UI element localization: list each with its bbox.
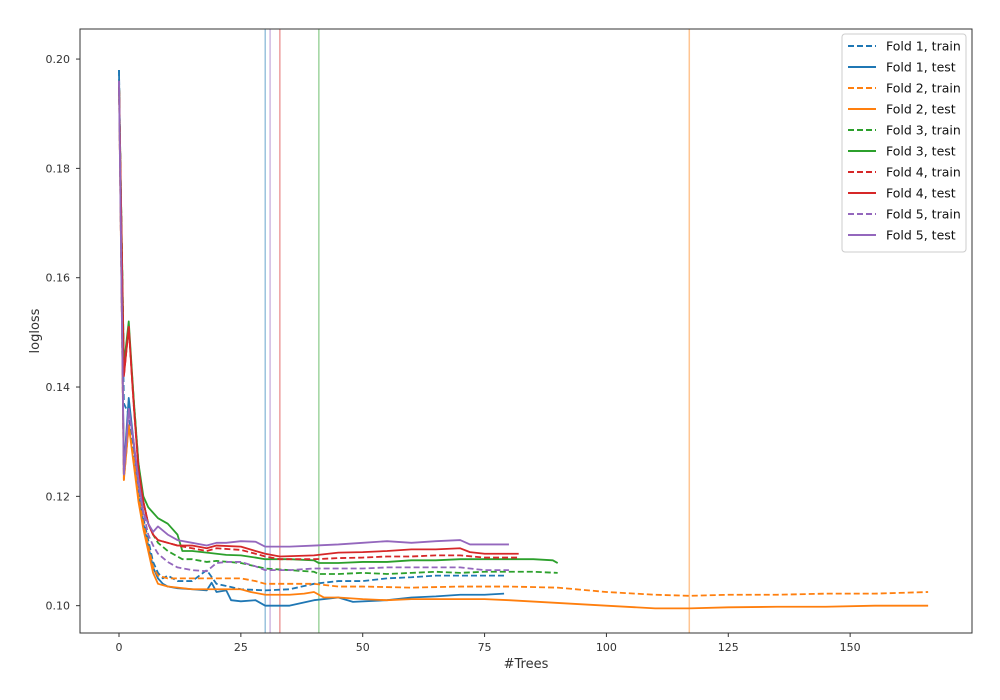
y-axis: 0.10 0.12 0.14 0.16 0.18 0.20 xyxy=(46,53,80,613)
x-tick-label: 50 xyxy=(356,641,370,654)
x-tick-label: 75 xyxy=(478,641,492,654)
x-tick-label: 25 xyxy=(234,641,248,654)
x-axis-label: #Trees xyxy=(504,657,549,672)
legend-label: Fold 2, test xyxy=(886,102,956,117)
x-axis: 0 25 50 75 100 125 150 xyxy=(115,633,861,654)
y-tick-label: 0.16 xyxy=(46,272,71,285)
legend-label: Fold 1, train xyxy=(886,39,961,54)
y-axis-label: logloss xyxy=(28,308,43,353)
legend-label: Fold 4, train xyxy=(886,165,961,180)
series-line-fold-2-test xyxy=(118,80,929,610)
y-tick-label: 0.20 xyxy=(46,53,71,66)
series-line-fold-4-train xyxy=(118,80,519,561)
series-line-fold-4-test xyxy=(118,80,519,558)
plot-frame xyxy=(79,28,973,634)
x-tick-label: 150 xyxy=(840,641,861,654)
y-tick-label: 0.10 xyxy=(46,600,71,613)
series-line-fold-5-test xyxy=(118,80,509,548)
legend-label: Fold 5, test xyxy=(886,228,956,243)
x-tick-label: 125 xyxy=(718,641,739,654)
y-tick-label: 0.18 xyxy=(46,162,71,175)
legend-label: Fold 3, train xyxy=(886,123,961,138)
x-tick-label: 0 xyxy=(115,641,122,654)
y-tick-label: 0.12 xyxy=(46,490,71,503)
series-layer xyxy=(118,69,929,610)
x-tick-label: 100 xyxy=(596,641,617,654)
legend-box xyxy=(841,33,967,253)
y-tick-label: 0.14 xyxy=(46,381,71,394)
series-line-fold-2-train xyxy=(118,80,929,597)
series-line-fold-1-train xyxy=(118,69,505,592)
best-iteration-lines xyxy=(264,29,691,633)
series-line-fold-3-test xyxy=(118,80,559,564)
legend: Fold 1, train Fold 1, test Fold 2, train Fo… xyxy=(841,33,967,253)
legend-label: Fold 4, test xyxy=(886,186,956,201)
legend-label: Fold 3, test xyxy=(886,144,956,159)
legend-label: Fold 2, train xyxy=(886,81,961,96)
legend-label: Fold 5, train xyxy=(886,207,961,222)
legend-label: Fold 1, test xyxy=(886,60,956,75)
